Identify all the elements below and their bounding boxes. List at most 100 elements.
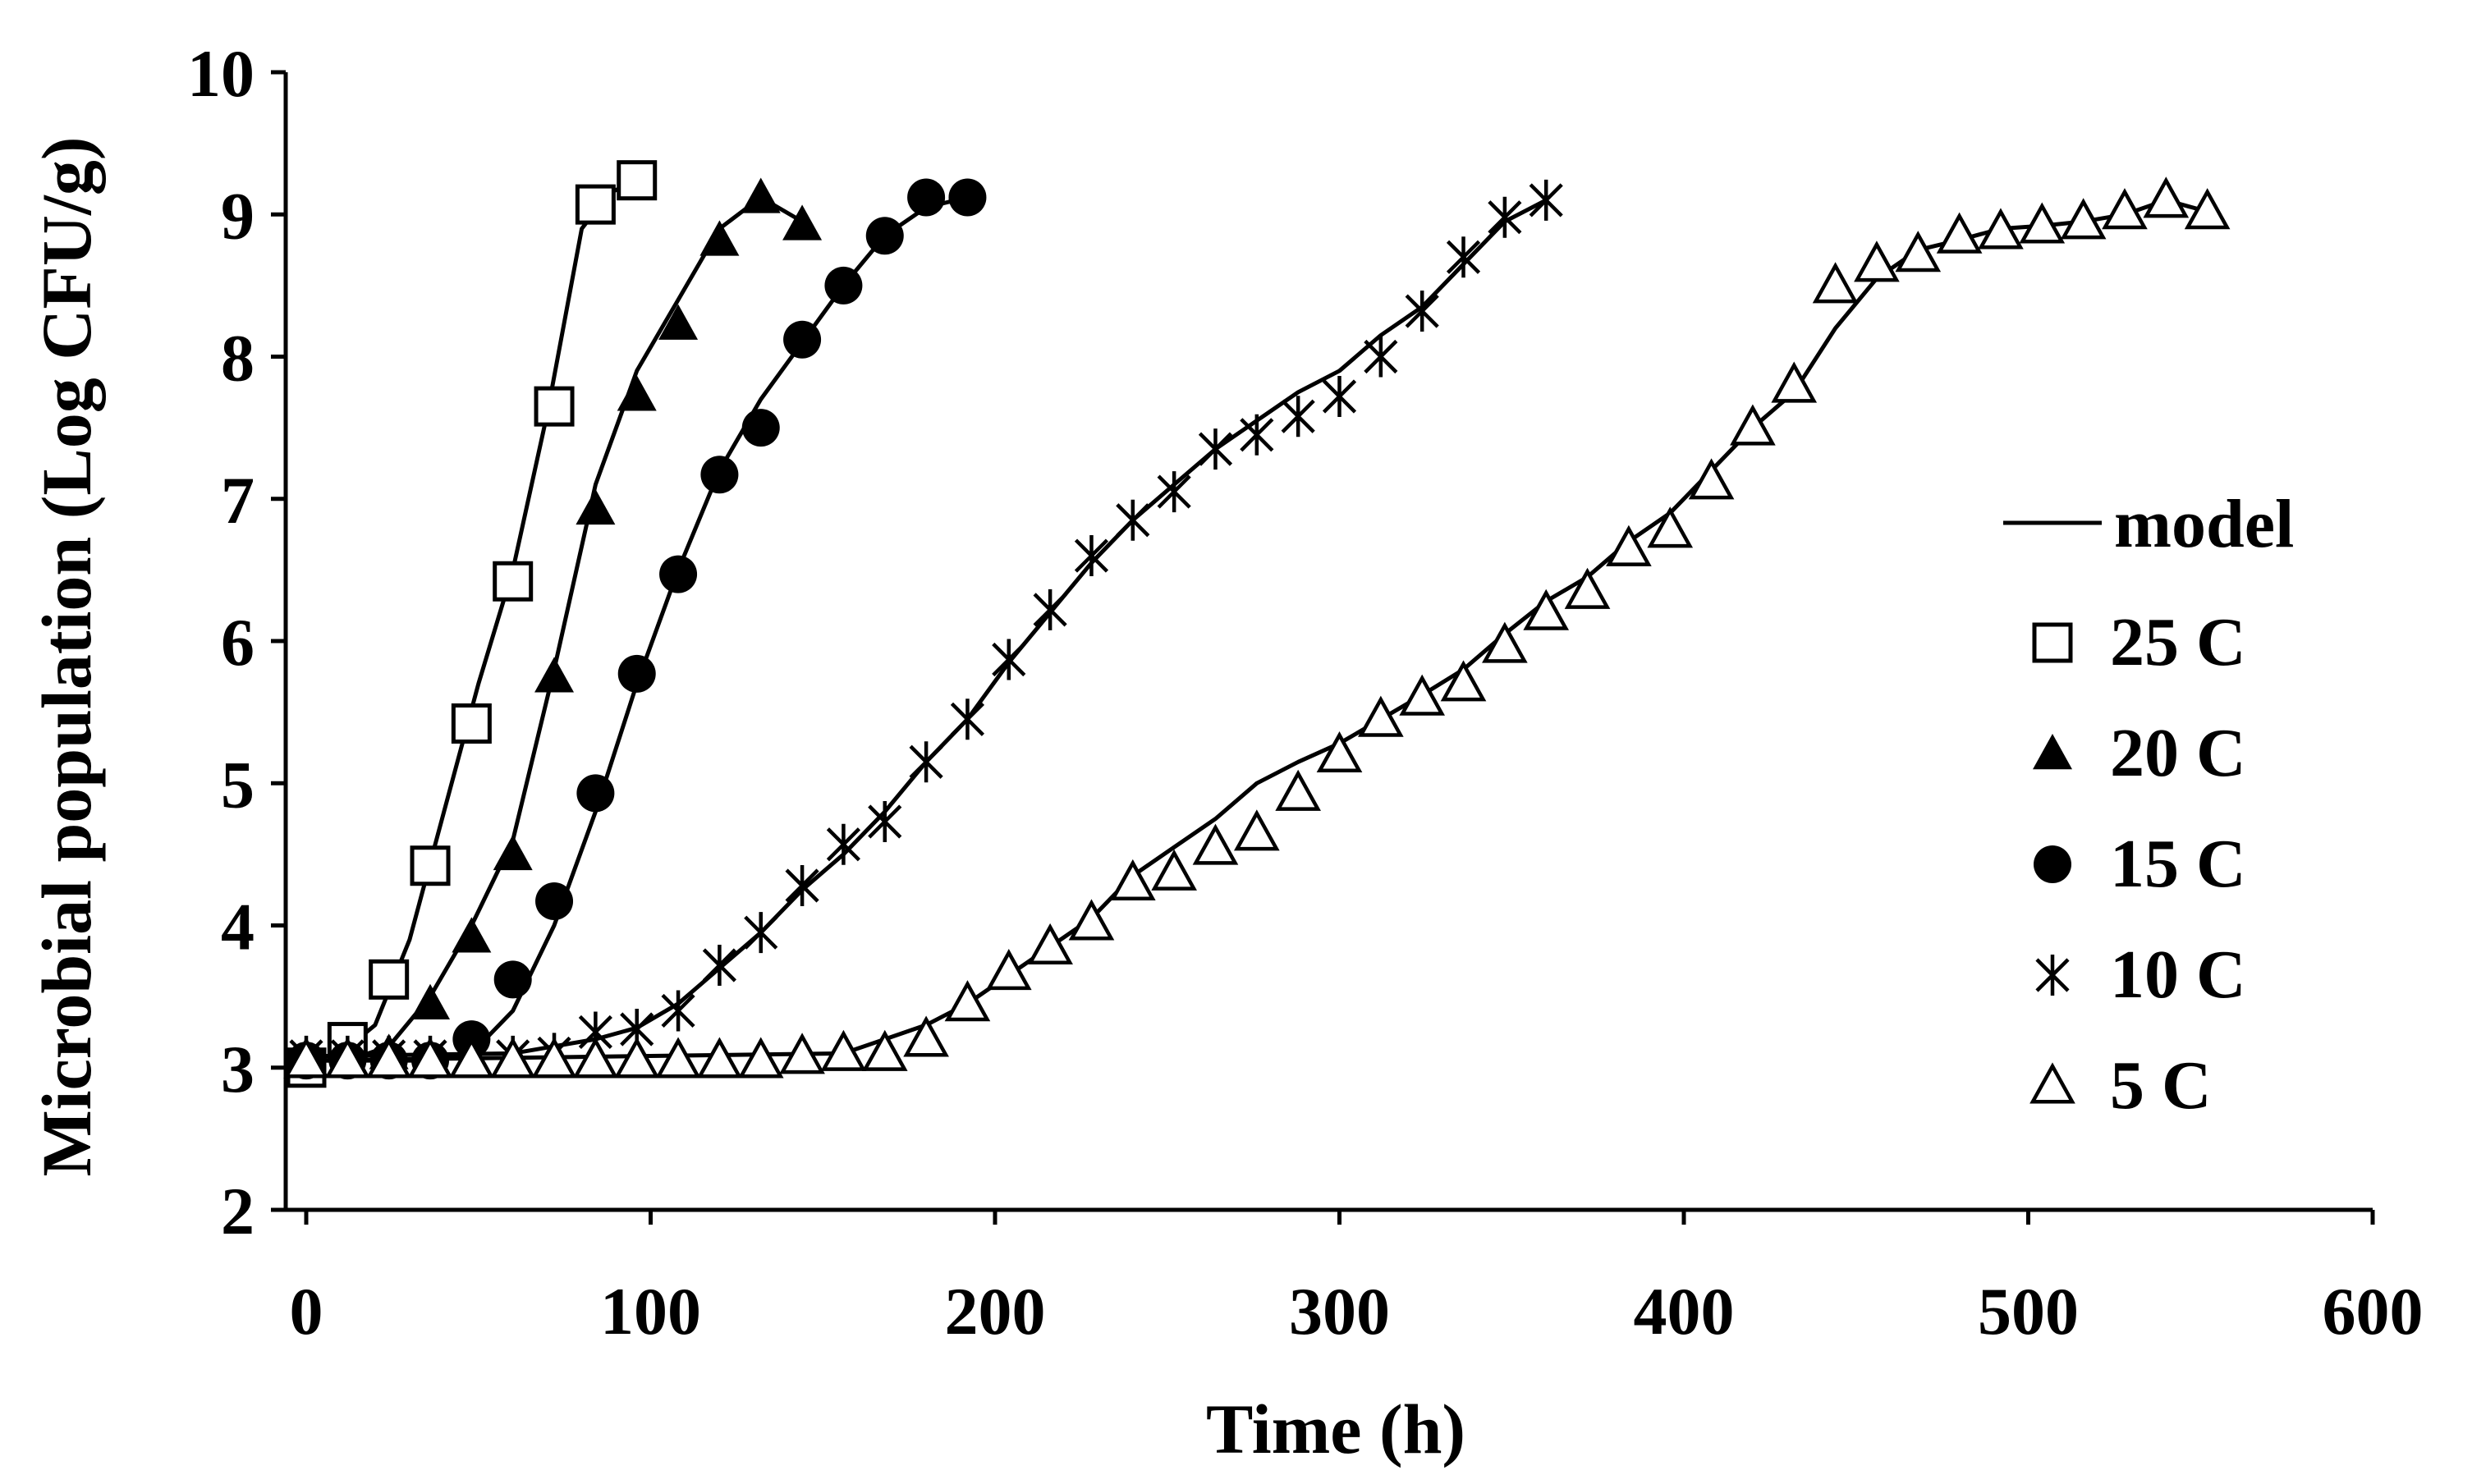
data-point-5c: [1936, 212, 1983, 254]
data-point-5c: [1151, 849, 1197, 891]
data-point-5c: [613, 1037, 660, 1079]
data-point-15c: [783, 320, 822, 359]
data-point-5c: [944, 980, 991, 1022]
data-point-10c: [1074, 535, 1109, 577]
data-point-5c: [1523, 589, 1570, 630]
data-point-20c: [493, 834, 533, 871]
data-point-5c: [1109, 859, 1156, 900]
data-point-15c: [493, 960, 532, 999]
data-point-5c: [1068, 899, 1115, 941]
x-tick-label: 500: [1978, 1274, 2079, 1349]
y-tick-label: 7: [221, 463, 255, 538]
data-point-10c: [1446, 236, 1481, 278]
data-point-5c: [1730, 404, 1776, 446]
data-point-20c: [658, 304, 699, 340]
data-point-10c: [1529, 179, 1563, 221]
data-point-5c: [1233, 809, 1280, 851]
data-point-15c: [865, 217, 904, 255]
y-tick-label: 5: [221, 747, 255, 822]
legend-label-20c: 20 C: [2110, 715, 2246, 791]
data-point-10c: [1405, 291, 1439, 332]
data-point-20c: [782, 204, 823, 240]
x-tick-label: 200: [945, 1274, 1046, 1349]
legend-symbol-10c: [2035, 955, 2070, 996]
data-point-25c: [369, 959, 410, 1000]
x-axis-title: Time (h): [1206, 1390, 1465, 1468]
data-point-5c: [779, 1033, 825, 1074]
x-tick-label: 300: [1289, 1274, 1390, 1349]
data-point-20c: [576, 488, 616, 525]
x-tick-label: 0: [290, 1274, 323, 1349]
data-point-5c: [1316, 731, 1363, 773]
data-point-5c: [985, 949, 1032, 991]
data-point-25c: [493, 561, 534, 602]
legend: model 25 C 20 C 15 C 10 C 5 C: [2003, 486, 2294, 1124]
data-point-15c: [617, 654, 656, 693]
data-point-10c: [950, 698, 985, 740]
data-point-10c: [1364, 336, 1398, 378]
data-point-5c: [365, 1037, 412, 1079]
data-point-10c: [1488, 196, 1522, 238]
legend-symbol-5c: [2029, 1062, 2075, 1104]
data-point-15c: [741, 409, 780, 447]
data-point-5c: [1399, 674, 1446, 716]
data-point-25c: [451, 703, 492, 744]
data-point-5c: [737, 1037, 784, 1079]
data-point-5c: [1771, 361, 1818, 403]
model-line-10c: [305, 198, 1548, 1059]
data-point-5c: [448, 1037, 495, 1079]
data-point-5c: [2143, 176, 2190, 218]
data-point-10c: [702, 945, 736, 987]
data-point-20c: [410, 983, 451, 1019]
data-point-15c: [824, 266, 863, 305]
data-point-5c: [1647, 506, 1694, 548]
data-point-25c: [575, 184, 616, 225]
data-point-20c: [452, 917, 492, 953]
data-point-10c: [785, 864, 819, 906]
y-ticks: 2 3 4 5 6 7 8 9 10: [187, 36, 286, 1248]
data-point-25c: [617, 160, 658, 201]
data-point-20c: [617, 375, 657, 411]
data-point-10c: [909, 741, 943, 783]
data-point-10c: [744, 912, 778, 954]
data-point-5c: [407, 1037, 453, 1079]
legend-label-25c: 25 C: [2110, 604, 2246, 680]
y-tick-label: 8: [221, 321, 255, 396]
data-point-5c: [696, 1037, 743, 1079]
data-point-15c: [576, 774, 615, 813]
data-point-20c: [741, 177, 781, 213]
y-tick-label: 3: [221, 1032, 255, 1106]
y-tick-label: 2: [221, 1174, 255, 1248]
y-tick-label: 6: [221, 605, 255, 680]
data-point-5c: [283, 1037, 329, 1079]
data-point-10c: [1281, 396, 1315, 437]
data-point-15c: [535, 882, 574, 921]
data-point-5c: [324, 1037, 371, 1079]
data-point-5c: [1482, 621, 1528, 663]
data-point-5c: [1812, 262, 1859, 304]
y-axis-title: Microbial population (Log CFU/g): [27, 137, 106, 1177]
data-point-5c: [1854, 240, 1900, 282]
data-point-10c: [826, 823, 861, 865]
data-point-5c: [572, 1037, 619, 1079]
y-tick-label: 10: [187, 36, 255, 111]
data-point-10c: [1240, 414, 1274, 456]
data-point-20c: [699, 220, 740, 256]
data-point-5c: [531, 1037, 577, 1079]
data-point-5c: [1027, 923, 1073, 964]
data-point-10c: [1198, 428, 1233, 470]
data-point-5c: [1440, 660, 1487, 702]
data-point-5c: [1564, 567, 1611, 609]
data-point-25c: [534, 386, 575, 427]
data-markers: [283, 160, 2231, 1088]
legend-symbol-20c: [2033, 734, 2072, 770]
data-point-5c: [861, 1029, 908, 1071]
data-point-5c: [1688, 458, 1735, 500]
legend-symbol-15c: [2034, 845, 2071, 883]
data-point-5c: [489, 1037, 536, 1079]
x-tick-label: 600: [2323, 1274, 2424, 1349]
data-point-5c: [1358, 695, 1404, 737]
data-point-5c: [2102, 188, 2148, 230]
data-point-5c: [1275, 769, 1321, 811]
